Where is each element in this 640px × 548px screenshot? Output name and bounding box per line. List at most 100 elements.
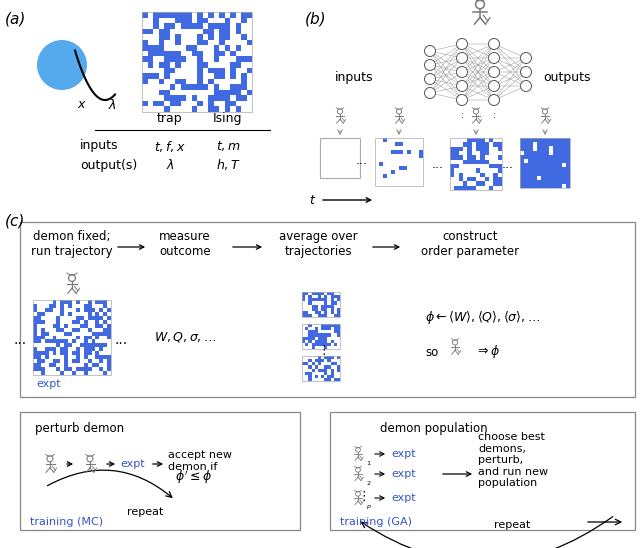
Bar bbox=[454, 155, 459, 159]
Bar bbox=[236, 90, 241, 95]
Bar bbox=[225, 90, 230, 95]
Bar bbox=[476, 159, 481, 164]
Bar bbox=[159, 34, 164, 40]
Bar bbox=[180, 12, 186, 18]
Bar bbox=[84, 371, 88, 375]
Bar bbox=[95, 332, 99, 335]
Bar bbox=[493, 164, 498, 168]
Bar bbox=[214, 51, 219, 56]
Bar bbox=[484, 151, 489, 155]
Bar bbox=[142, 45, 147, 51]
Bar bbox=[537, 159, 541, 163]
Bar bbox=[142, 101, 147, 106]
Bar bbox=[186, 12, 191, 18]
Bar bbox=[337, 298, 340, 301]
Bar bbox=[153, 23, 159, 28]
Bar bbox=[308, 295, 312, 298]
Bar bbox=[33, 347, 37, 351]
Bar bbox=[88, 304, 92, 308]
Bar bbox=[103, 319, 107, 324]
Bar bbox=[76, 351, 80, 355]
Bar bbox=[312, 307, 315, 311]
Bar bbox=[529, 151, 532, 155]
Bar bbox=[159, 51, 164, 56]
Bar bbox=[315, 375, 318, 378]
Bar bbox=[337, 356, 340, 359]
Bar bbox=[33, 339, 37, 344]
Bar bbox=[64, 339, 68, 344]
Bar bbox=[459, 173, 463, 177]
Bar bbox=[64, 359, 68, 363]
Bar bbox=[467, 147, 472, 151]
Bar bbox=[164, 73, 170, 79]
Bar bbox=[214, 90, 219, 95]
Bar bbox=[147, 56, 153, 62]
Bar bbox=[88, 367, 92, 371]
Text: ...: ... bbox=[502, 157, 514, 170]
Bar bbox=[562, 142, 566, 146]
Bar bbox=[92, 332, 95, 335]
Bar bbox=[142, 12, 147, 18]
Bar bbox=[545, 172, 549, 175]
Bar bbox=[107, 335, 111, 339]
Bar bbox=[33, 324, 37, 328]
Bar bbox=[557, 155, 562, 159]
Bar bbox=[170, 23, 175, 28]
Bar bbox=[170, 67, 175, 73]
Bar bbox=[459, 147, 463, 151]
Bar bbox=[472, 177, 476, 181]
Bar bbox=[68, 332, 72, 335]
Bar bbox=[403, 166, 407, 170]
Bar bbox=[37, 367, 41, 371]
Bar bbox=[107, 328, 111, 332]
Text: $W, Q, \sigma, \ldots$: $W, Q, \sigma, \ldots$ bbox=[154, 330, 216, 344]
Bar bbox=[33, 316, 37, 319]
Bar bbox=[56, 367, 60, 371]
Bar bbox=[305, 362, 308, 366]
Bar bbox=[566, 184, 570, 188]
Bar bbox=[318, 368, 321, 372]
Bar bbox=[489, 138, 493, 142]
Bar bbox=[76, 319, 80, 324]
Bar bbox=[52, 359, 56, 363]
Bar bbox=[454, 186, 459, 190]
Bar bbox=[520, 167, 524, 172]
Bar bbox=[68, 312, 72, 316]
Bar bbox=[566, 159, 570, 163]
Bar bbox=[208, 79, 214, 84]
Bar bbox=[549, 163, 554, 167]
Bar bbox=[72, 371, 76, 375]
Bar bbox=[481, 155, 484, 159]
Circle shape bbox=[520, 53, 531, 64]
Circle shape bbox=[488, 66, 499, 77]
Bar bbox=[308, 324, 312, 327]
Bar bbox=[305, 292, 308, 295]
Bar bbox=[566, 163, 570, 167]
Circle shape bbox=[424, 45, 435, 56]
Bar bbox=[175, 18, 180, 23]
Bar bbox=[557, 151, 562, 155]
Bar bbox=[175, 101, 180, 106]
Bar bbox=[327, 342, 330, 346]
Bar bbox=[60, 339, 64, 344]
Bar bbox=[337, 307, 340, 311]
Circle shape bbox=[424, 60, 435, 71]
Bar bbox=[72, 351, 76, 355]
Text: :: : bbox=[492, 110, 495, 120]
Text: $_{p}$: $_{p}$ bbox=[366, 503, 372, 512]
Bar bbox=[246, 67, 252, 73]
Bar bbox=[520, 138, 524, 142]
Bar bbox=[472, 159, 476, 164]
Text: expt: expt bbox=[391, 449, 415, 459]
Bar bbox=[327, 375, 330, 378]
Bar bbox=[493, 181, 498, 186]
Bar bbox=[33, 319, 37, 324]
Bar bbox=[147, 45, 153, 51]
Bar bbox=[142, 79, 147, 84]
Bar bbox=[60, 328, 64, 332]
Bar bbox=[95, 351, 99, 355]
Bar bbox=[305, 311, 308, 314]
Bar bbox=[208, 34, 214, 40]
Bar bbox=[324, 372, 327, 375]
Bar bbox=[315, 327, 318, 330]
